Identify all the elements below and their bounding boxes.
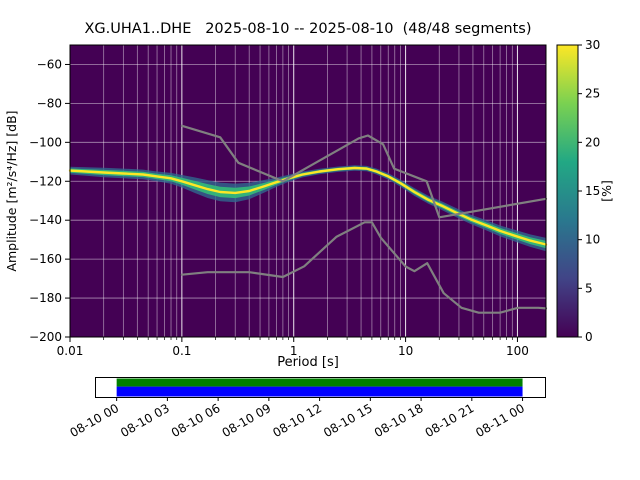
x-tick-label: 100 [506,344,529,358]
plot-background [70,45,546,337]
timeline-coverage-bar [116,386,523,397]
y-tick-label: −80 [37,96,62,110]
timeline-tick-label: 08-10 15 [321,401,375,440]
y-tick-label: −60 [37,57,62,71]
timeline-tick-label: 08-10 21 [423,401,477,440]
colorbar-tick-label: 5 [585,281,593,295]
noise-model-curves [180,124,548,314]
y-tick-label: −200 [29,330,62,344]
colorbar-tick-label: 10 [585,233,600,247]
colorbar-tick-label: 25 [585,87,600,101]
colorbar [557,45,578,337]
y-tick-label: −100 [29,135,62,149]
colorbar-tick-label: 30 [585,38,600,52]
timeline-tick-label: 08-10 12 [270,401,324,440]
nlnm-line [180,221,548,314]
nhnm-line [180,124,548,219]
x-tick-label: 0.1 [172,344,191,358]
y-tick-label: −160 [29,252,62,266]
x-axis-label: Period [s] [277,355,339,370]
plot-border [69,44,547,338]
timeline-tick-label: 08-10 09 [220,401,274,440]
timeline-tick-label: 08-10 06 [169,401,223,440]
y-tick-label: −140 [29,213,62,227]
x-tick-label: 10 [398,344,413,358]
plot-area [70,45,546,337]
plot-title: XG.UHA1..DHE 2025-08-10 -- 2025-08-10 (4… [84,21,531,37]
axes: 0.01 0.1 1 10 100 −200 −180 −160 −140 −120 −100 −80… [29,44,547,358]
x-tick-label: 1 [290,344,298,358]
colorbar-label: [%] [599,180,614,202]
psd-distribution [68,165,548,252]
colorbar-tick-label: 20 [585,135,600,149]
timeline-data-bar [116,378,523,387]
psd-mode-line [68,166,548,246]
x-tick-label: 0.01 [57,344,84,358]
timeline-tick-label: 08-10 00 [67,401,121,440]
colorbar-group: 0 5 10 15 20 25 30 [556,38,600,344]
colorbar-tick-label: 0 [585,330,593,344]
timeline-tick-label: 08-10 18 [372,401,426,440]
y-tick-label: −180 [29,291,62,305]
timeline-tick-label: 08-10 03 [118,401,172,440]
y-axis-label: Amplitude [m²/s⁴/Hz] [dB] [4,110,19,271]
timeline-tick-label: 08-11 00 [473,401,527,440]
colorbar-tick-label: 15 [585,184,600,198]
y-tick-label: −120 [29,174,62,188]
psd-band-mid [70,166,546,249]
